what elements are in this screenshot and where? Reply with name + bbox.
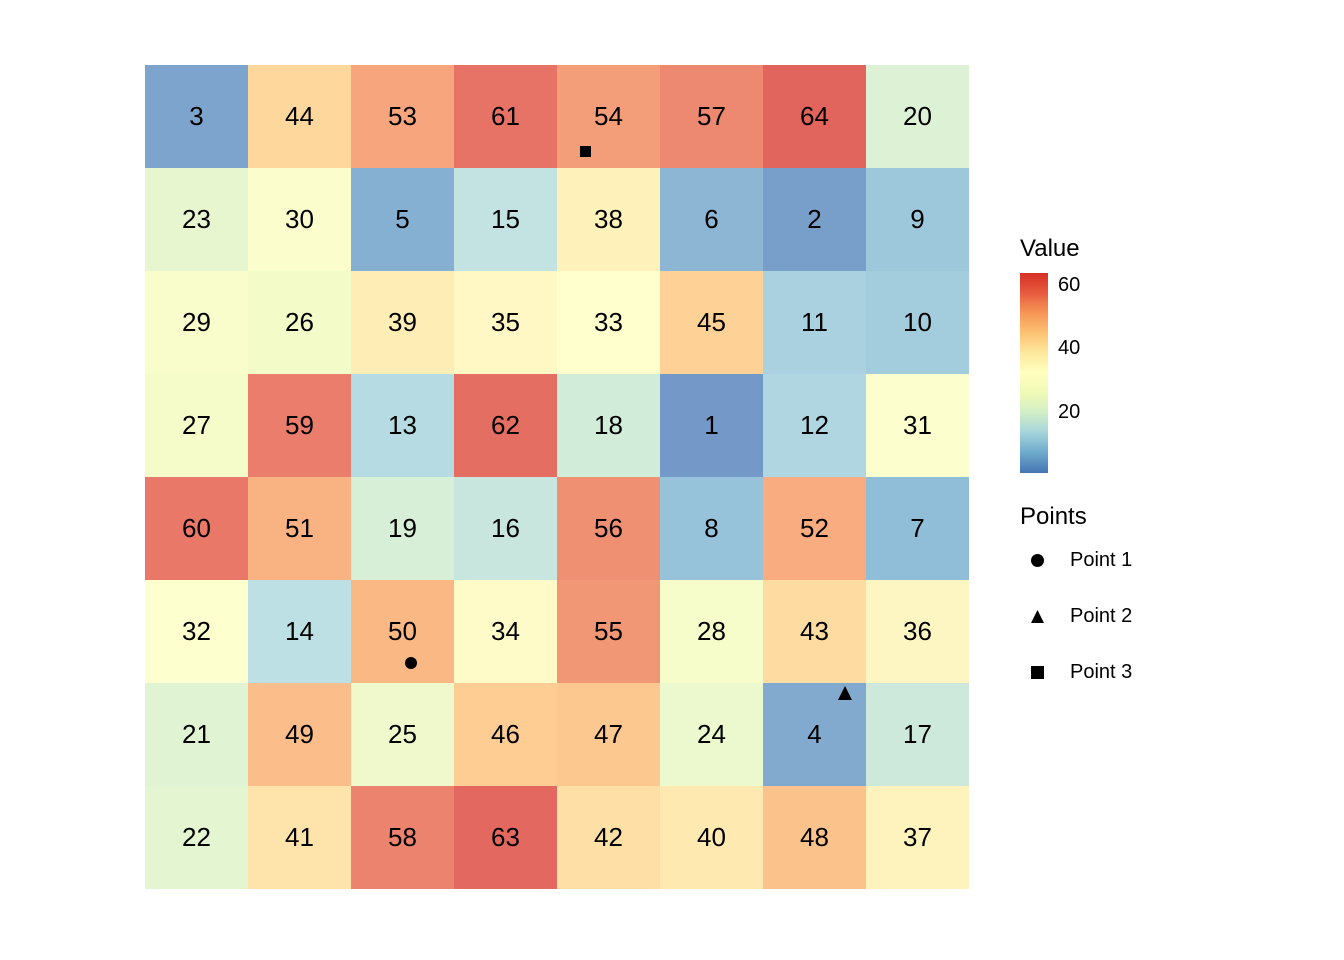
points-legend-item: Point 3 xyxy=(1020,655,1132,689)
colorbar-title: Value xyxy=(1020,235,1132,263)
legend-panel: Value 604020 Points Point 1Point 2Point … xyxy=(1020,235,1132,689)
square-icon xyxy=(1020,655,1054,689)
colorbar-tick: 20 xyxy=(1052,401,1080,424)
point-1-marker xyxy=(405,656,417,674)
colorbar-tick-label: 40 xyxy=(1058,337,1080,360)
triangle-icon xyxy=(1020,599,1054,633)
colorbar-tick: 60 xyxy=(1052,274,1080,297)
point-2-marker xyxy=(838,686,852,705)
point-3-marker xyxy=(580,144,591,162)
points-legend-label: Point 3 xyxy=(1070,661,1132,684)
heatmap-plot: 3445361545764202330515386292926393533451… xyxy=(145,65,969,889)
points-legend-item: Point 2 xyxy=(1020,599,1132,633)
points-legend-title: Points xyxy=(1020,503,1132,531)
colorbar-tick-label: 60 xyxy=(1058,274,1080,297)
marker-layer xyxy=(145,65,969,889)
points-legend-item: Point 1 xyxy=(1020,543,1132,577)
points-legend-label: Point 1 xyxy=(1070,549,1132,572)
circle-icon xyxy=(1020,543,1054,577)
colorbar-gradient xyxy=(1020,273,1048,473)
colorbar-tick: 40 xyxy=(1052,337,1080,360)
colorbar-tick-label: 20 xyxy=(1058,401,1080,424)
points-legend-label: Point 2 xyxy=(1070,605,1132,628)
colorbar: 60 40 20 xyxy=(1020,273,1132,473)
points-legend: Point 1 Point 2 Point 3 xyxy=(1020,543,1132,689)
figure-root: 3445361545764202330515386292926393533451… xyxy=(0,0,1344,960)
